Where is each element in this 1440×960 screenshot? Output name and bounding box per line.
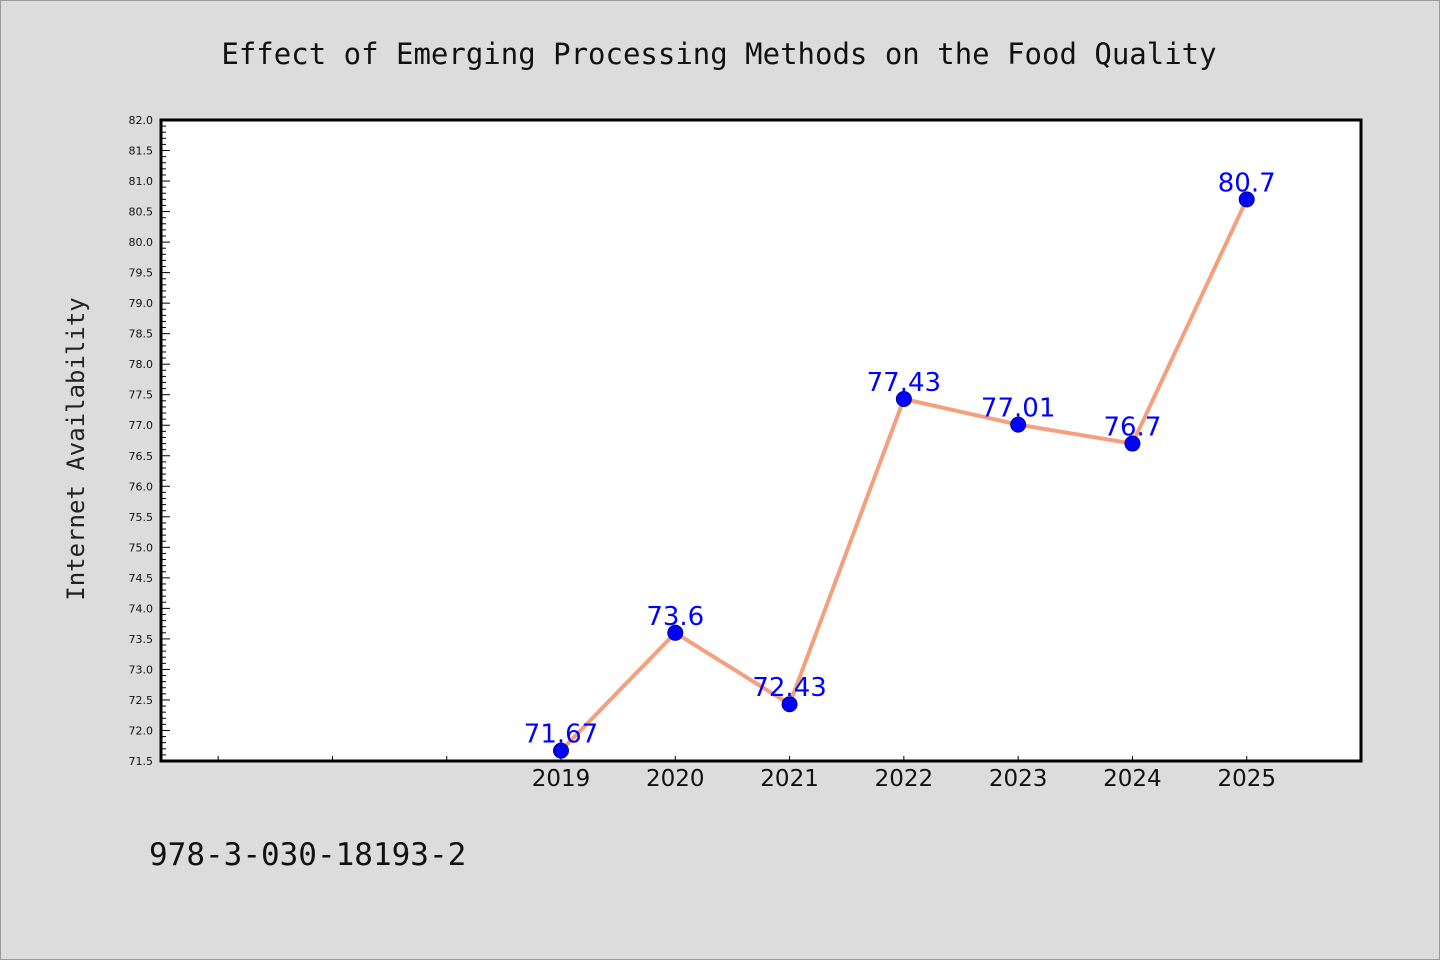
- y-tick-label: 81.0: [129, 175, 154, 188]
- data-label: 77.01: [981, 394, 1055, 424]
- y-tick-label: 80.0: [129, 236, 154, 249]
- x-tick-label: 2019: [532, 766, 591, 792]
- x-tick-label: 2023: [989, 766, 1048, 792]
- x-axis-ticks: 2019 2020 2021 2022 2023 2024 2025: [217, 756, 1362, 792]
- plot-area: [159, 118, 1363, 763]
- y-tick-label: 81.5: [129, 145, 154, 158]
- y-tick-label: 75.5: [129, 511, 154, 524]
- x-tick-label: 2025: [1217, 766, 1276, 792]
- y-tick-label: 71.5: [129, 755, 154, 768]
- series-group: 71.67 73.6 72.43 77.43 77.01 76.7 80.7: [524, 168, 1276, 759]
- data-point-marker: [1010, 416, 1027, 433]
- y-tick-label: 79.5: [129, 267, 154, 280]
- y-tick-label: 74.5: [129, 572, 154, 585]
- y-tick-label: 77.0: [129, 419, 154, 432]
- y-tick-label: 78.5: [129, 328, 154, 341]
- y-tick-label: 73.0: [129, 663, 154, 676]
- y-tick-label: 80.5: [129, 206, 154, 219]
- data-label: 71.67: [524, 720, 598, 750]
- y-axis-ticks: 71.5 72.0 72.5 73.0 73.5 74.0 74.5 75.0 75.5 76.0…: [129, 114, 170, 768]
- y-tick-label: 76.0: [129, 480, 154, 493]
- data-label: 77.43: [867, 368, 941, 398]
- data-point-marker: [667, 624, 684, 641]
- y-tick-label: 73.5: [129, 633, 154, 646]
- data-label: 72.43: [752, 673, 826, 703]
- y-tick-label: 77.5: [129, 389, 154, 402]
- data-point-marker: [781, 696, 798, 713]
- data-point-marker: [1238, 191, 1255, 208]
- x-tick-label: 2020: [646, 766, 705, 792]
- footer-isbn: 978-3-030-18193-2: [149, 837, 466, 873]
- data-label: 80.7: [1218, 168, 1276, 198]
- y-axis-label: Internet Availability: [62, 297, 90, 600]
- x-tick-label: 2021: [760, 766, 819, 792]
- y-tick-label: 72.0: [129, 724, 154, 737]
- x-tick-label: 2024: [1103, 766, 1162, 792]
- y-tick-label: 82.0: [129, 114, 154, 127]
- y-tick-label: 78.0: [129, 358, 154, 371]
- x-tick-label: 2022: [875, 766, 934, 792]
- data-point-marker: [1124, 435, 1141, 452]
- y-tick-label: 74.0: [129, 602, 154, 615]
- y-tick-label: 79.0: [129, 297, 154, 310]
- y-tick-label: 75.0: [129, 541, 154, 554]
- data-label: 76.7: [1103, 413, 1161, 443]
- data-point-marker: [895, 390, 912, 407]
- chart-title: Effect of Emerging Processing Methods on…: [221, 37, 1216, 71]
- data-point-marker: [553, 742, 569, 759]
- y-tick-label: 76.5: [129, 450, 154, 463]
- y-tick-label: 72.5: [129, 694, 154, 707]
- data-label: 73.6: [646, 602, 704, 632]
